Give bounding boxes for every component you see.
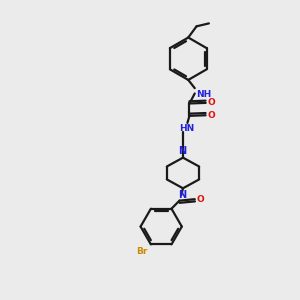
Text: O: O bbox=[207, 111, 215, 120]
Text: Br: Br bbox=[136, 247, 148, 256]
Text: N: N bbox=[178, 190, 187, 200]
Text: O: O bbox=[196, 195, 204, 204]
Text: NH: NH bbox=[196, 90, 211, 99]
Text: N: N bbox=[178, 146, 187, 156]
Text: O: O bbox=[207, 98, 215, 107]
Text: HN: HN bbox=[179, 124, 195, 133]
